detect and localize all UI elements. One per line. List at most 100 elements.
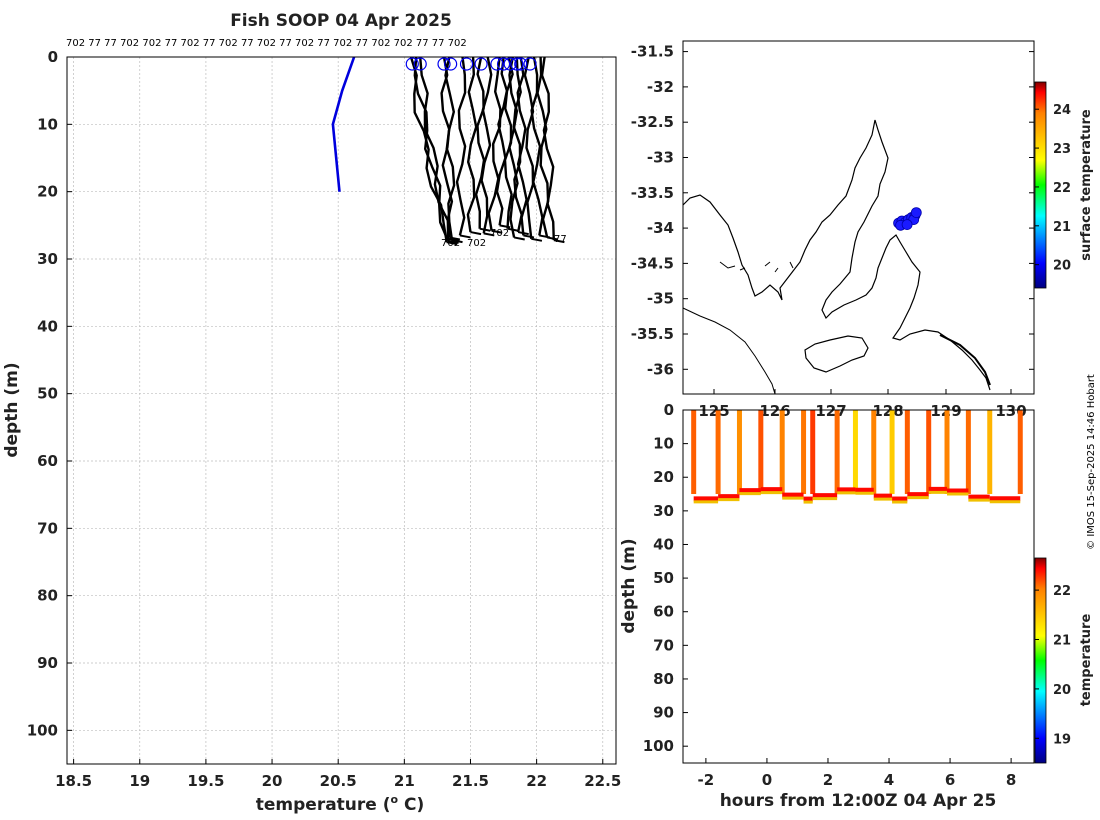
map-colorbar-label: surface temperature — [1079, 109, 1094, 261]
y-tick-label: 30 — [37, 250, 58, 268]
section-y-tick-label: 80 — [653, 670, 674, 688]
map-observation-point — [901, 219, 913, 231]
map-x-tick-label: 126 — [759, 402, 790, 420]
section-y-tick-label: 90 — [653, 704, 674, 722]
section-x-tick-label: 0 — [762, 771, 772, 789]
cast-start-marker — [496, 57, 511, 71]
temperature-profile-line — [508, 56, 519, 238]
map-y-tick-label: -34 — [647, 219, 674, 237]
cast-id-labels: 702 77 77 702 702 77 702 77 702 77 702 7… — [66, 38, 467, 49]
x-tick-label: 19 — [129, 772, 150, 790]
x-axis-label: temperature (o C) — [256, 793, 425, 815]
temperature-profile-line — [523, 56, 535, 239]
map-observation-point — [910, 207, 922, 219]
profile-grid — [67, 56, 616, 764]
section-x-tick-label: 2 — [823, 771, 833, 789]
section-y-tick-label: 10 — [653, 435, 674, 453]
temperature-profile-line — [530, 56, 544, 236]
y-tick-label: 50 — [37, 385, 58, 403]
colorbar-tick-label: 22 — [1053, 181, 1071, 196]
x-tick-label: 20 — [262, 772, 283, 790]
cast-start-marker — [405, 57, 419, 71]
map-frame — [682, 40, 1035, 395]
section-x-ticks: -2 0 2 4 6 8 — [698, 758, 1016, 789]
section-colorbar-label: temperature — [1079, 614, 1094, 707]
section-y-tick-label: 20 — [653, 468, 674, 486]
x-tick-label: 21 — [394, 772, 415, 790]
colorbar-tick-label: 23 — [1053, 142, 1071, 157]
colorbar-tick-label: 21 — [1053, 220, 1071, 235]
map-y-tick-label: -32.5 — [631, 113, 674, 131]
cast-start-marker — [459, 57, 474, 71]
cast-start-marker — [523, 57, 537, 71]
temperature-profile-line — [444, 56, 456, 241]
section-x-tick-label: 6 — [945, 771, 955, 789]
profile-x-ticks: 18.5 19 19.5 20 20.5 21 21.5 22 22.5 — [55, 759, 621, 790]
cast-start-marker — [490, 57, 504, 71]
section-x-axis-label: hours from 12:00Z 04 Apr 25 — [720, 791, 997, 811]
y-tick-label: 70 — [37, 519, 58, 537]
map-y-ticks: -31.5 -32 -32.5 -33 -33.5 -34 -34.5 -35 -35.5 -36 — [631, 43, 1034, 378]
profile-bottom-tail — [451, 239, 463, 244]
section-points — [691, 410, 1023, 504]
temperature-profile-line — [516, 56, 528, 236]
map-x-tick-label: 127 — [815, 402, 846, 420]
map-y-tick-label: -32 — [647, 78, 674, 96]
section-x-tick-label: 8 — [1006, 771, 1016, 789]
profile-bottom-tail — [513, 236, 525, 241]
cast-id-bottom-label: 77 — [554, 234, 567, 245]
y-tick-label: 0 — [48, 48, 58, 66]
section-y-tick-label: 60 — [653, 603, 674, 621]
profile-bottom-tail — [470, 231, 482, 236]
colorbar-tick-label: 20 — [1053, 259, 1071, 274]
colorbar-tick-label: 21 — [1053, 634, 1071, 649]
profile-bottom-tail — [459, 234, 471, 239]
section-y-tick-label: 30 — [653, 502, 674, 520]
temperature-profile-line — [540, 56, 555, 241]
section-y-ticks: 0 10 20 30 40 50 60 70 80 90 100 — [643, 401, 688, 755]
colorbar-tick-label: 22 — [1053, 584, 1071, 599]
map-x-tick-label: 125 — [698, 402, 729, 420]
x-tick-label: 19.5 — [187, 772, 224, 790]
y-tick-label: 10 — [37, 115, 58, 133]
section-x-tick-label: 4 — [884, 771, 894, 789]
x-tick-label: 21.5 — [452, 772, 489, 790]
map-y-tick-label: -33 — [647, 148, 674, 166]
section-y-tick-label: 50 — [653, 569, 674, 587]
x-tick-label: 22.5 — [584, 772, 621, 790]
map-x-tick-label: 128 — [872, 402, 903, 420]
section-colorbar-ticks: 19 20 21 22 — [1035, 584, 1071, 747]
cast-start-marker — [514, 57, 528, 71]
profile-data: 702 702 702 77 — [331, 56, 567, 249]
temperature-profile-line — [419, 56, 450, 239]
profile-panel: Fish SOOP 04 Apr 2025 18.5 19 19.5 20 20.5 21… — [2, 11, 621, 815]
profile-bottom-tail — [483, 232, 495, 237]
map-y-tick-label: -34.5 — [631, 254, 674, 272]
section-y-tick-label: 100 — [643, 737, 674, 755]
y-tick-label: 60 — [37, 452, 58, 470]
x-tick-label: 20.5 — [320, 772, 357, 790]
cast-start-marker — [474, 57, 488, 71]
cast-id-bottom-label: 702 — [467, 238, 486, 249]
temperature-profile-line — [474, 56, 486, 229]
colorbar-tick-label: 20 — [1053, 683, 1071, 698]
profile-bottom-tail — [531, 237, 543, 242]
map-y-tick-label: -35 — [647, 290, 674, 308]
map-colorbar — [1034, 81, 1047, 289]
cast-start-marker — [444, 57, 458, 71]
map-points — [893, 207, 922, 231]
section-y-axis-label: depth (m) — [619, 538, 639, 633]
map-y-tick-label: -33.5 — [631, 184, 674, 202]
temperature-profile-line — [413, 56, 450, 242]
cast-start-marker — [413, 57, 427, 71]
map-panel: 125126127128129130 -31.5-32-32.5-33-33.5… — [631, 40, 1094, 420]
y-tick-label: 90 — [37, 654, 58, 672]
y-axis-label: depth (m) — [2, 362, 22, 457]
profile-bottom-tail — [446, 241, 458, 246]
section-x-tick-label: -2 — [698, 771, 715, 789]
x-tick-label: 22 — [526, 772, 547, 790]
section-colorbar — [1034, 557, 1047, 764]
temperature-profile-line — [466, 56, 478, 233]
map-y-tick-label: -31.5 — [631, 43, 674, 61]
